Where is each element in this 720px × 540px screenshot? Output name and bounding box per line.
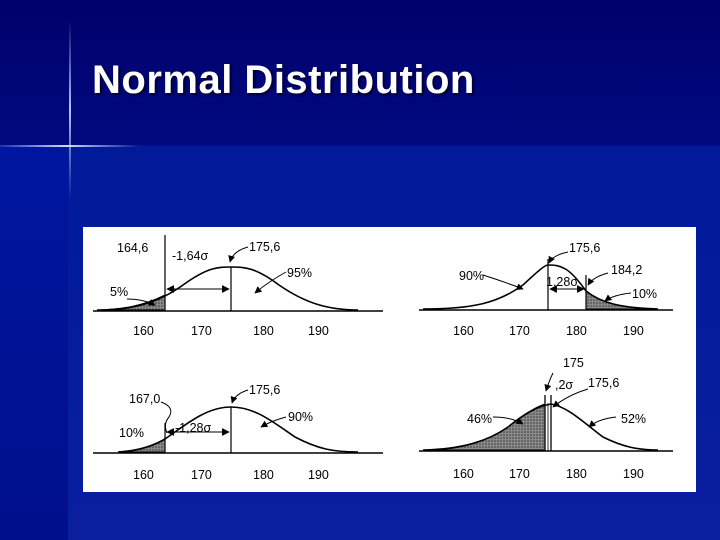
cutoff-pointer [544, 372, 554, 392]
tick-label-180: 180 [566, 467, 587, 481]
cutoff-label: 167,0 [129, 392, 160, 406]
tick-label-190: 190 [623, 324, 644, 338]
mean-pointer [552, 388, 589, 408]
panel-bottom-left: 167,0 -1,28σ 175,6 10% 90% 160 170 180 1… [93, 383, 383, 482]
cutoff-brace [160, 401, 172, 434]
sigma-label: ,2σ [555, 378, 573, 392]
panel-top-left: 164,6 -1,64σ 175,6 5% 95% 160 170 180 19… [93, 235, 383, 338]
tail-percent-label: 10% [632, 287, 657, 301]
tail-percent-label: 10% [119, 426, 144, 440]
tick-label-170: 170 [191, 468, 212, 482]
tick-label-170: 170 [191, 324, 212, 338]
decorative-horizontal-line [0, 145, 140, 147]
tick-label-180: 180 [253, 468, 274, 482]
body-percent-label: 95% [287, 266, 312, 280]
cutoff-pointer [587, 272, 609, 286]
slide-title: Normal Distribution [92, 58, 475, 102]
tail-percent-label: 5% [110, 285, 128, 299]
right-pointer [588, 416, 617, 428]
left-pointer [492, 416, 524, 425]
tick-label-170: 170 [509, 324, 530, 338]
cutoff-label: 184,2 [611, 263, 642, 277]
sigma-label: 1,28σ [546, 275, 578, 289]
tick-label-180: 180 [253, 324, 274, 338]
cutoff-label: 164,6 [117, 241, 148, 255]
sigma-label: -1,28σ [175, 421, 211, 435]
tick-label-160: 160 [453, 467, 474, 481]
body-pointer [254, 271, 287, 294]
tick-label-190: 190 [623, 467, 644, 481]
mean-label: 175,6 [588, 376, 619, 390]
cutoff-label: 175 [563, 356, 584, 370]
body-percent-label: 90% [288, 410, 313, 424]
mean-label: 175,6 [249, 383, 280, 397]
mean-pointer [548, 251, 569, 264]
left-background-band [0, 146, 68, 540]
tail-pointer [126, 298, 156, 306]
tick-label-170: 170 [509, 467, 530, 481]
left-percent-label: 46% [467, 412, 492, 426]
bell-curve [117, 406, 359, 453]
normal-distribution-figure: 164,6 -1,64σ 175,6 5% 95% 160 170 180 19… [83, 227, 696, 492]
sigma-label: -1,64σ [172, 249, 208, 263]
body-pointer [482, 274, 524, 290]
tail-shading [117, 438, 166, 453]
tick-label-190: 190 [308, 468, 329, 482]
mean-label: 175,6 [249, 240, 280, 254]
mean-label: 175,6 [569, 241, 600, 255]
mean-pointer [228, 246, 249, 263]
decorative-vertical-line [69, 20, 71, 200]
panel-bottom-right: 175 ,2σ 175,6 46% 52% 160 170 180 190 [419, 356, 673, 481]
body-pointer [260, 416, 287, 428]
tick-label-160: 160 [133, 324, 154, 338]
right-percent-label: 52% [621, 412, 646, 426]
tail-pointer [604, 292, 632, 302]
mean-pointer [230, 389, 249, 404]
panel-top-right: 175,6 90% 1,28σ 184,2 10% 160 170 180 19… [419, 241, 673, 338]
tick-label-160: 160 [133, 468, 154, 482]
tick-label-190: 190 [308, 324, 329, 338]
body-percent-label: 90% [459, 269, 484, 283]
tick-label-180: 180 [566, 324, 587, 338]
left-shading [432, 403, 546, 451]
tick-label-160: 160 [453, 324, 474, 338]
